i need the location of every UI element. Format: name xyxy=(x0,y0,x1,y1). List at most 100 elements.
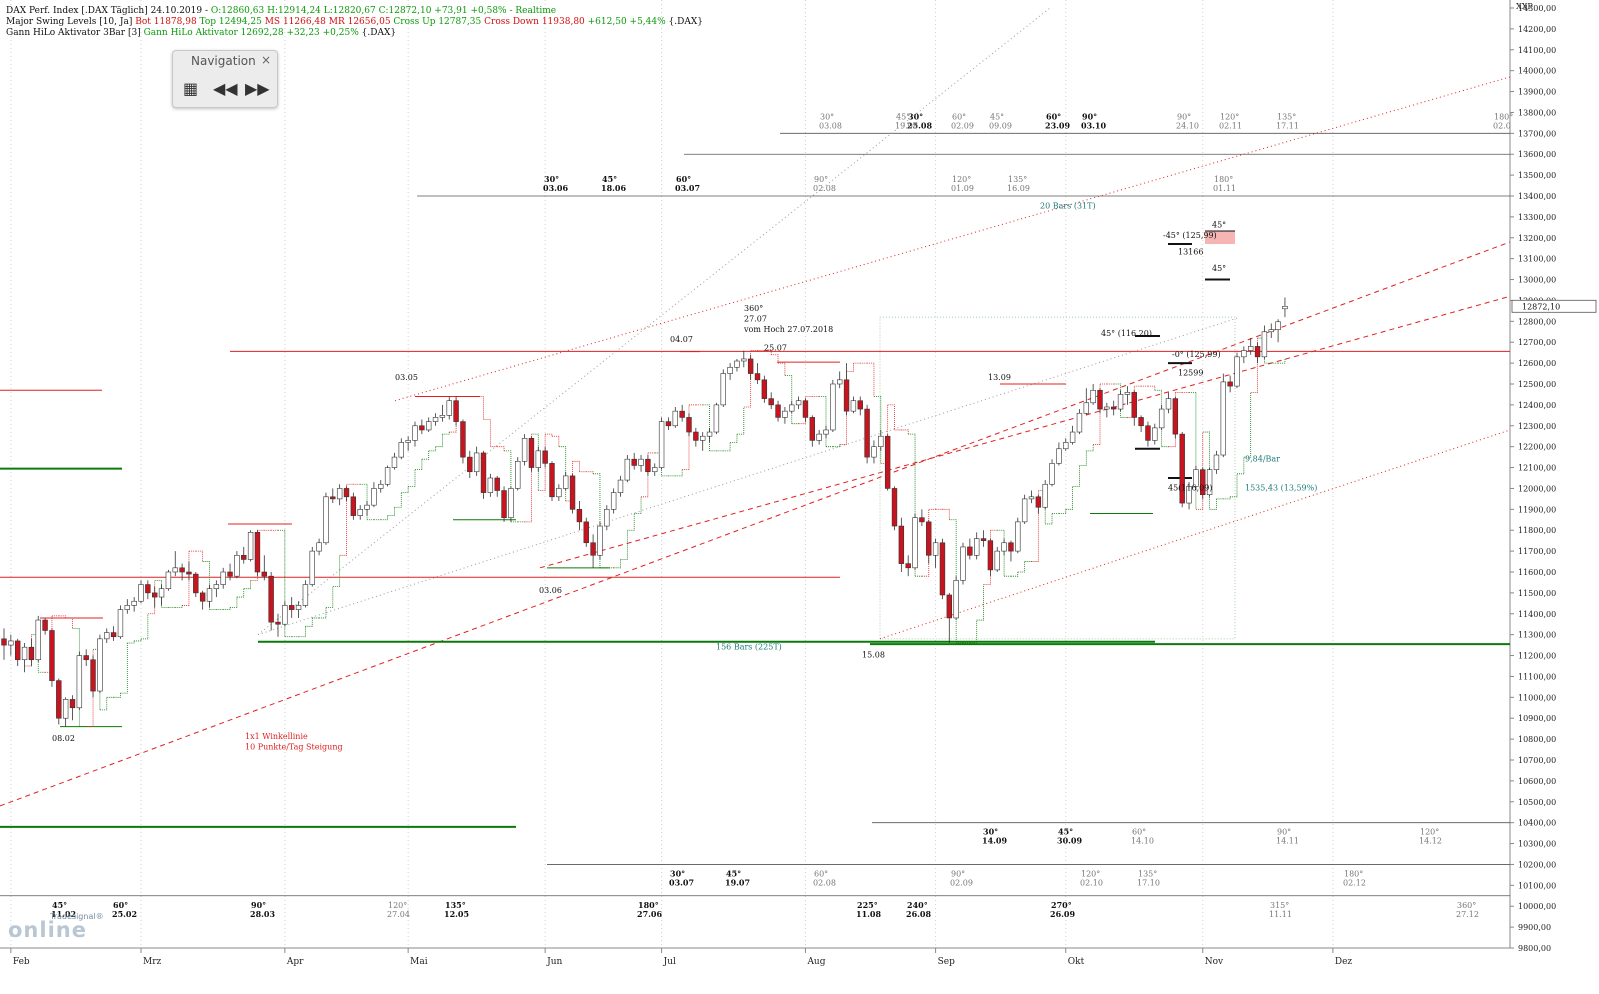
price-tick-label: 14000,00 xyxy=(1518,67,1556,76)
cycle-date: 03.06 xyxy=(543,183,568,193)
annotation: 03.06 xyxy=(539,586,562,595)
candle-body xyxy=(843,379,850,412)
rewind-icon[interactable]: ◀◀ xyxy=(213,79,238,98)
grid-icon[interactable]: ▦ xyxy=(183,79,199,98)
hilo-step xyxy=(195,550,204,562)
candle xyxy=(1049,459,1055,487)
candle xyxy=(254,530,261,577)
cycle-degree: 60° xyxy=(113,900,128,910)
candle xyxy=(891,486,898,531)
cycle-degree: 360° xyxy=(1457,901,1476,910)
candle-body xyxy=(1076,412,1083,433)
candle-body xyxy=(836,379,843,385)
candle xyxy=(213,580,220,598)
price-tick-label: 13400,00 xyxy=(1518,192,1556,201)
candle xyxy=(727,363,733,380)
hilo-step xyxy=(1010,572,1019,577)
month-label: Jul xyxy=(663,957,676,967)
price-tick-label: 12600,00 xyxy=(1518,359,1556,368)
candle xyxy=(1124,386,1131,405)
candle xyxy=(1213,450,1220,474)
annotation: 15.08 xyxy=(862,651,885,660)
candle xyxy=(919,509,925,527)
candle-body xyxy=(1254,346,1261,358)
1x1-winkellinie xyxy=(0,241,1511,807)
fast-forward-icon[interactable]: ▶▶ xyxy=(245,79,270,98)
candle xyxy=(652,463,658,476)
hilo-step xyxy=(134,638,142,642)
cycle-degree: 60° xyxy=(1132,828,1146,837)
candle-body xyxy=(1035,496,1042,508)
cycle-degree: 45° xyxy=(602,174,617,184)
candle xyxy=(1008,540,1014,562)
candle-body xyxy=(49,630,55,681)
cycle-date: 03.07 xyxy=(669,877,694,887)
candle xyxy=(1138,415,1144,433)
candle xyxy=(179,563,185,581)
hilo-step xyxy=(141,613,149,640)
hilo-step xyxy=(702,404,710,451)
candle xyxy=(850,396,857,414)
candle xyxy=(699,432,706,451)
candle-body xyxy=(830,383,836,431)
candle-body xyxy=(467,456,473,473)
cycle-degree: 45° xyxy=(52,900,67,910)
price-tick-label: 13800,00 xyxy=(1518,108,1556,117)
annotation: 25.07 xyxy=(764,344,787,353)
price-tick-label: 13900,00 xyxy=(1518,88,1556,97)
candle-body xyxy=(83,655,89,661)
hilo-step xyxy=(867,362,875,397)
month-label: Mai xyxy=(410,957,428,967)
candle-body xyxy=(90,659,96,692)
cycle-degree: 120° xyxy=(388,901,407,910)
candle xyxy=(1200,467,1206,499)
swing-marks xyxy=(40,230,1235,728)
candle xyxy=(816,429,822,445)
candle xyxy=(83,649,89,666)
candle xyxy=(706,427,713,443)
candle-body xyxy=(535,450,542,468)
close-icon[interactable]: × xyxy=(260,53,271,67)
cycle-date: 03.07 xyxy=(675,183,700,193)
hilo-step xyxy=(613,559,621,569)
candle-body xyxy=(857,400,863,410)
cycle-degree: 90° xyxy=(1177,112,1191,121)
candle-body xyxy=(734,360,740,368)
month-label: Aug xyxy=(806,957,825,967)
candle xyxy=(638,455,644,472)
candle xyxy=(898,517,905,572)
hilo-step xyxy=(887,404,895,430)
hilo-step xyxy=(127,640,135,644)
cycle-date: 01.09 xyxy=(951,184,974,193)
candle-body xyxy=(371,488,377,506)
fan-steep xyxy=(257,7,1051,636)
annotation: 45° (116,20) xyxy=(1101,329,1152,338)
price-tick-label: 12000,00 xyxy=(1518,484,1556,493)
candle xyxy=(960,542,966,585)
candle-body xyxy=(597,525,603,556)
cycle-degree: 270° xyxy=(1051,900,1072,910)
annotation: 27.07 xyxy=(744,314,767,323)
candle-body xyxy=(973,538,980,556)
candle-body xyxy=(631,458,637,466)
candle xyxy=(515,457,521,491)
candle xyxy=(172,551,178,577)
ohlc-values: O:12860,63 H:12914,24 L:12820,67 C:12872… xyxy=(210,6,557,16)
candle xyxy=(1261,325,1268,359)
candle xyxy=(535,446,542,472)
candle xyxy=(672,406,679,428)
candle-body xyxy=(110,632,117,638)
month-label: Nov xyxy=(1205,957,1224,967)
last-price-label: 12872,10 xyxy=(1522,302,1560,311)
hilo-step xyxy=(1209,498,1217,510)
cycle-degree: 60° xyxy=(952,112,966,121)
candle-body xyxy=(350,496,357,516)
candle xyxy=(843,363,850,416)
price-tick-label: 12800,00 xyxy=(1518,317,1556,326)
candles xyxy=(1,297,1288,727)
hilo-step xyxy=(182,551,190,606)
hilo-step xyxy=(586,471,594,474)
cycle-date: 27.12 xyxy=(1456,910,1479,919)
